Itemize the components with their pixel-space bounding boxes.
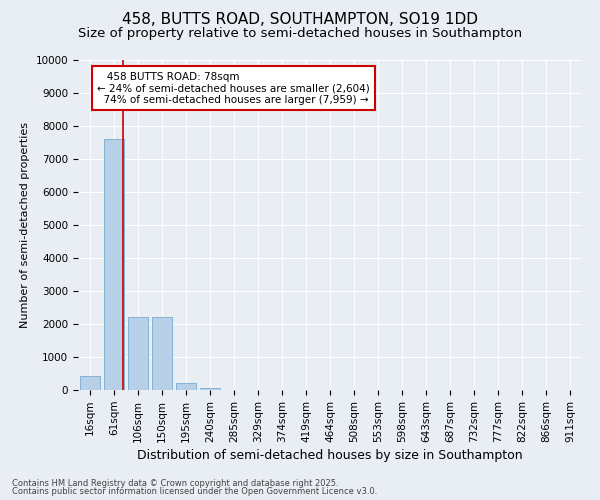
Bar xyxy=(200,388,220,390)
Y-axis label: Number of semi-detached properties: Number of semi-detached properties xyxy=(20,122,30,328)
Text: Contains HM Land Registry data © Crown copyright and database right 2025.: Contains HM Land Registry data © Crown c… xyxy=(12,478,338,488)
Text: 458 BUTTS ROAD: 78sqm
← 24% of semi-detached houses are smaller (2,604)
  74% of: 458 BUTTS ROAD: 78sqm ← 24% of semi-deta… xyxy=(97,72,370,105)
Bar xyxy=(104,139,124,390)
Bar xyxy=(176,384,196,390)
Text: 458, BUTTS ROAD, SOUTHAMPTON, SO19 1DD: 458, BUTTS ROAD, SOUTHAMPTON, SO19 1DD xyxy=(122,12,478,28)
Bar xyxy=(128,318,148,390)
Bar xyxy=(152,318,172,390)
Bar xyxy=(80,376,100,390)
Text: Size of property relative to semi-detached houses in Southampton: Size of property relative to semi-detach… xyxy=(78,28,522,40)
X-axis label: Distribution of semi-detached houses by size in Southampton: Distribution of semi-detached houses by … xyxy=(137,449,523,462)
Text: Contains public sector information licensed under the Open Government Licence v3: Contains public sector information licen… xyxy=(12,487,377,496)
